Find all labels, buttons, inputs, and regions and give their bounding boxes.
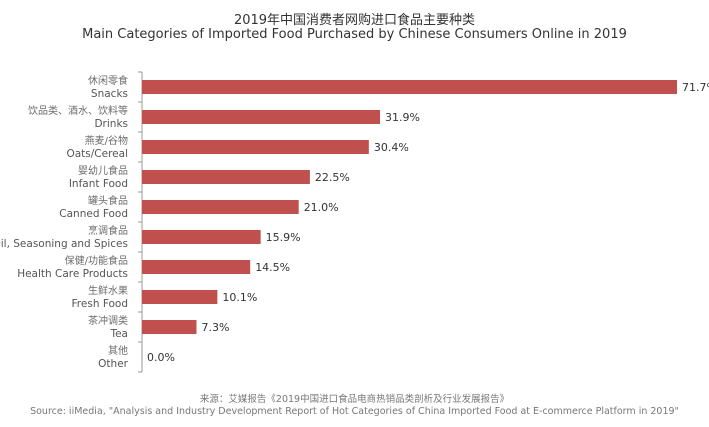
- category-label: Fresh Food: [72, 298, 128, 310]
- category-label: Canned Food: [59, 208, 128, 220]
- value-label: 0.0%: [147, 351, 175, 364]
- value-label: 31.9%: [385, 111, 420, 124]
- category-label: Drinks: [94, 118, 128, 130]
- chart-title: Main Categories of Imported Food Purchas…: [82, 27, 627, 42]
- value-label: 15.9%: [266, 231, 301, 244]
- bar: [142, 110, 381, 124]
- category-label: Infant Food: [69, 178, 128, 190]
- bars: [142, 80, 677, 334]
- value-label: 21.0%: [304, 201, 339, 214]
- category-label: Other: [98, 358, 128, 370]
- category-label: Oats/Cereal: [66, 148, 128, 160]
- value-label: 71.7%: [682, 81, 709, 94]
- value-label: 30.4%: [374, 141, 409, 154]
- value-label: 10.1%: [222, 291, 257, 304]
- category-label: Snacks: [91, 88, 128, 100]
- category-label: Oil, Seasoning and Spices: [0, 238, 128, 250]
- bar: [142, 140, 369, 154]
- category-label-zh: 婴幼儿食品: [78, 164, 128, 177]
- category-label: Health Care Products: [17, 268, 128, 280]
- category-label-zh: 茶冲调类: [88, 314, 128, 327]
- bar: [142, 230, 261, 244]
- bar: [142, 290, 218, 304]
- category-label-zh: 保健/功能食品: [65, 254, 128, 267]
- category-label-zh: 生鲜水果: [88, 284, 128, 297]
- value-label: 14.5%: [255, 261, 290, 274]
- category-label-zh: 其他: [108, 344, 128, 357]
- bar: [142, 170, 310, 184]
- category-label-zh: 罐头食品: [88, 194, 128, 207]
- bar: [142, 200, 299, 214]
- value-label: 7.3%: [201, 321, 229, 334]
- category-label-zh: 饮品类、酒水、饮料等: [28, 104, 128, 117]
- source-note: Source: iiMedia, "Analysis and Industry …: [30, 406, 679, 417]
- category-label-zh: 燕麦/谷物: [85, 134, 128, 147]
- value-labels: 71.7% 31.9% 30.4% 22.5% 21.0% 15.9% 14.5% 10.1%…: [147, 81, 709, 364]
- chart-title-zh: 2019年中国消费者网购进口食品主要种类: [233, 13, 476, 28]
- bar: [142, 260, 251, 274]
- category-label-zh: 烹调食品: [88, 224, 128, 237]
- source-note-zh: 来源：艾媒报告《2019中国进口食品电商热销品类剖析及行业发展报告》: [199, 394, 510, 405]
- value-label: 22.5%: [315, 171, 350, 184]
- bar: [142, 80, 677, 94]
- category-label-zh: 休闲零食: [88, 74, 128, 87]
- category-label: Tea: [109, 328, 128, 340]
- bar: [142, 320, 197, 334]
- y-axis-ticks: [138, 71, 142, 373]
